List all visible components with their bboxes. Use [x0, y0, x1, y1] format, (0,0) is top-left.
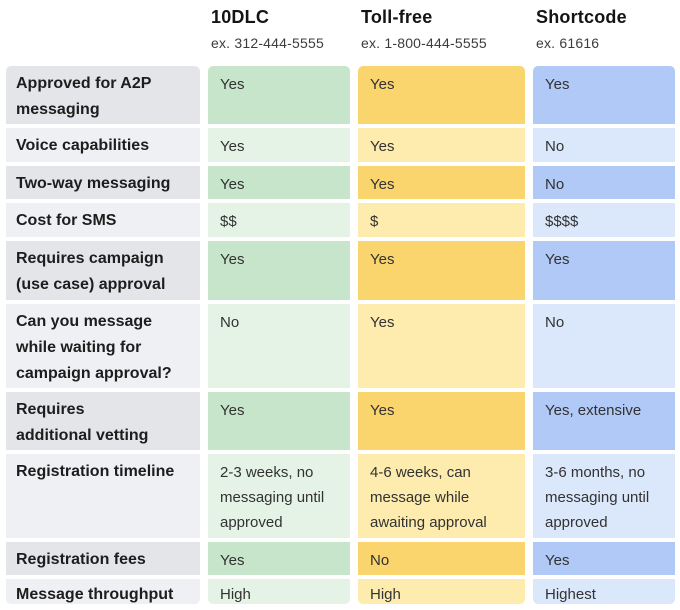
column-title-tollfree: Toll-free — [361, 7, 433, 27]
column-title-shortcode: Shortcode — [536, 7, 627, 27]
cell-10dlc: Yes — [208, 392, 350, 450]
cell-tollfree: Yes — [358, 128, 525, 162]
cell-10dlc: Yes — [208, 241, 350, 300]
cell-tollfree: $ — [358, 203, 525, 237]
row-label: Message throughput — [6, 579, 200, 604]
cell-10dlc: $$ — [208, 203, 350, 237]
row-label: Can you message while waiting for campai… — [6, 304, 200, 388]
row-label: Approved for A2P messaging — [6, 66, 200, 124]
column-example-shortcode: ex. 61616 — [536, 35, 600, 51]
cell-10dlc: Yes — [208, 128, 350, 162]
cell-shortcode: $$$$ — [533, 203, 675, 237]
cell-tollfree: Yes — [358, 392, 525, 450]
cell-tollfree: High — [358, 579, 525, 604]
cell-tollfree: Yes — [358, 166, 525, 199]
cell-shortcode: 3-6 months, no messaging until approved — [533, 454, 675, 538]
header-corner-spacer — [6, 0, 200, 62]
column-example-tollfree: ex. 1-800-444-5555 — [361, 35, 487, 51]
column-example-10dlc: ex. 312-444-5555 — [211, 35, 324, 51]
cell-shortcode: Yes — [533, 66, 675, 124]
column-header-10dlc: 10DLC ex. 312-444-5555 — [208, 0, 350, 62]
cell-shortcode: No — [533, 304, 675, 388]
cell-tollfree: Yes — [358, 241, 525, 300]
cell-tollfree: No — [358, 542, 525, 575]
row-label: Registration fees — [6, 542, 200, 575]
cell-10dlc: Yes — [208, 542, 350, 575]
row-label: Two-way messaging — [6, 166, 200, 199]
column-title-10dlc: 10DLC — [211, 7, 270, 27]
row-label: Cost for SMS — [6, 203, 200, 237]
cell-shortcode: Highest — [533, 579, 675, 604]
cell-10dlc: 2-3 weeks, no messaging until approved — [208, 454, 350, 538]
cell-shortcode: No — [533, 128, 675, 162]
cell-10dlc: Yes — [208, 166, 350, 199]
cell-shortcode: Yes — [533, 241, 675, 300]
cell-tollfree: Yes — [358, 66, 525, 124]
cell-tollfree: 4-6 weeks, can message while awaiting ap… — [358, 454, 525, 538]
row-label: Voice capabilities — [6, 128, 200, 162]
cell-10dlc: High — [208, 579, 350, 604]
row-label: Registration timeline — [6, 454, 200, 538]
row-label: Requires additional vetting — [6, 392, 200, 450]
cell-tollfree: Yes — [358, 304, 525, 388]
cell-shortcode: No — [533, 166, 675, 199]
cell-10dlc: No — [208, 304, 350, 388]
column-header-tollfree: Toll-free ex. 1-800-444-5555 — [358, 0, 525, 62]
cell-shortcode: Yes, extensive — [533, 392, 675, 450]
cell-10dlc: Yes — [208, 66, 350, 124]
cell-shortcode: Yes — [533, 542, 675, 575]
column-header-shortcode: Shortcode ex. 61616 — [533, 0, 675, 62]
row-label: Requires campaign (use case) approval — [6, 241, 200, 300]
